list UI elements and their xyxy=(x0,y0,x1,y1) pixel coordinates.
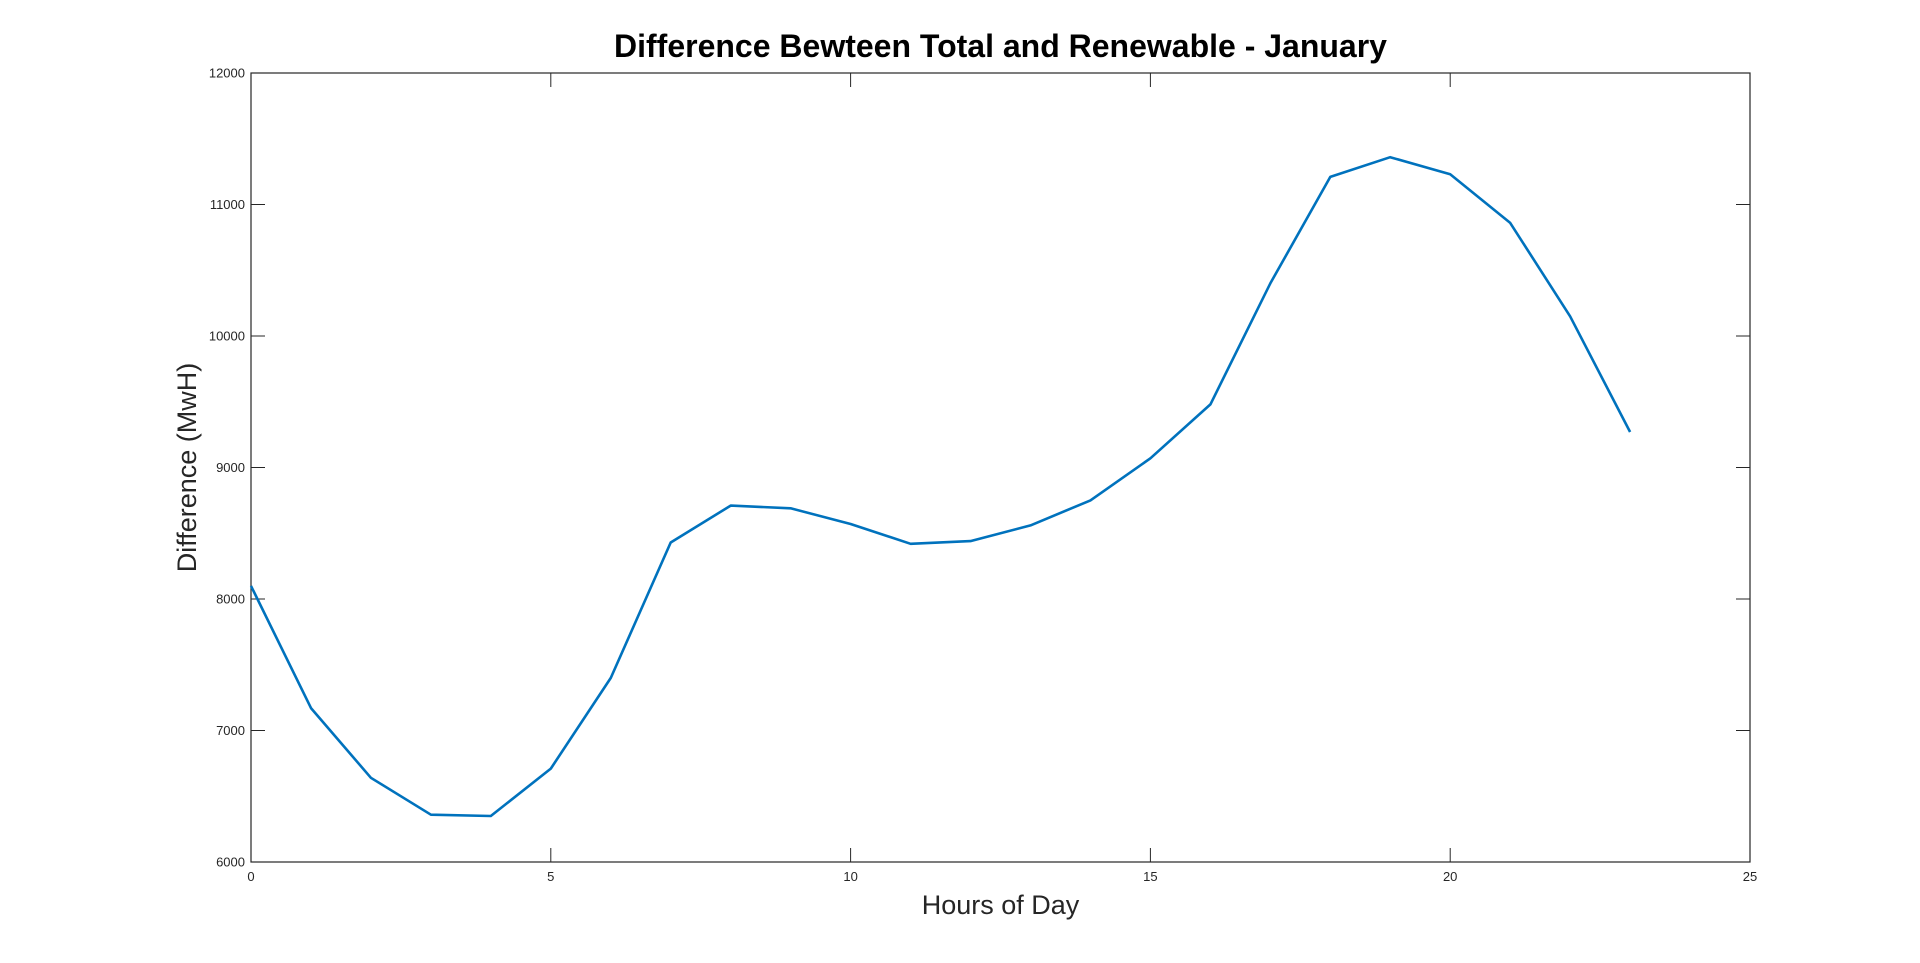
x-tick-label: 5 xyxy=(547,869,554,884)
x-tick-label: 15 xyxy=(1143,869,1157,884)
y-tick-label: 6000 xyxy=(216,855,245,870)
x-axis-title: Hours of Day xyxy=(922,890,1080,920)
y-tick-label: 7000 xyxy=(216,723,245,738)
y-tick-label: 10000 xyxy=(209,329,245,344)
x-tick-label: 25 xyxy=(1743,869,1757,884)
y-tick-label: 8000 xyxy=(216,592,245,607)
series-group xyxy=(249,155,1632,818)
y-tick-label: 12000 xyxy=(209,66,245,81)
series-line xyxy=(249,155,1632,818)
y-tick-label: 11000 xyxy=(210,197,245,212)
x-tick-label: 20 xyxy=(1443,869,1457,884)
x-tick-label: 10 xyxy=(843,869,857,884)
y-axis-title: Difference (MwH) xyxy=(172,363,202,573)
x-tick-label: 0 xyxy=(247,869,254,884)
plot-area xyxy=(250,72,1751,863)
chart-title: Difference Bewteen Total and Renewable -… xyxy=(614,28,1387,64)
y-tick-label: 9000 xyxy=(216,460,245,475)
axis-ticks: 0 5 10 15 20 25 6000 7000 8000 9000 10000 11000 1200… xyxy=(209,66,1757,885)
